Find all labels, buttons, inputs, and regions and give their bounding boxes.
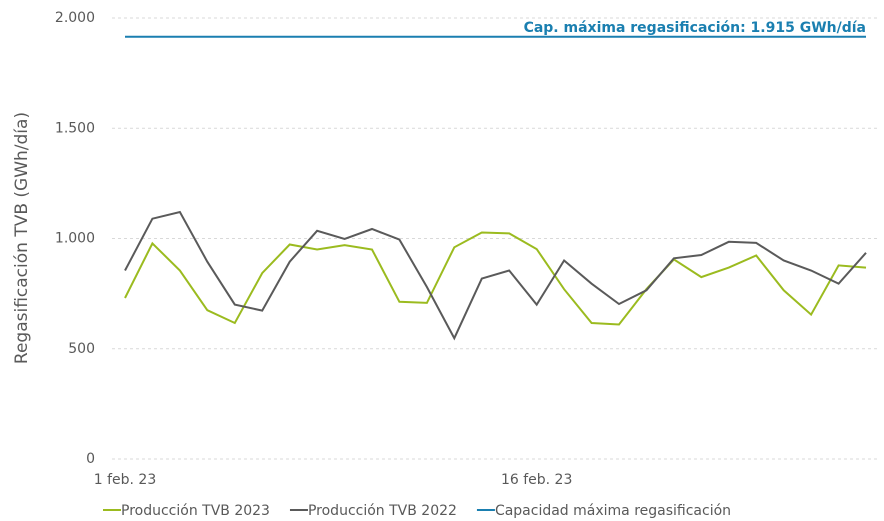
y-axis-label: Regasificación TVB (GWh/día): [12, 112, 32, 364]
y-tick-label: 1.000: [55, 231, 95, 247]
line-series: [124, 231, 867, 326]
y-tick-label: 2.000: [55, 10, 95, 26]
x-tick-label: 1 feb. 23: [94, 472, 157, 488]
legend-label: Capacidad máxima regasificación: [495, 503, 731, 519]
legend-label: Producción TVB 2023: [121, 503, 270, 519]
legend-label: Producción TVB 2022: [308, 503, 457, 519]
y-tick-label: 1.500: [55, 120, 95, 136]
annotation: Cap. máxima regasificación: 1.915 GWh/dí…: [524, 20, 866, 36]
y-tick-label: 500: [68, 341, 95, 357]
line-series: [124, 210, 867, 341]
x-tick-label: 16 feb. 23: [501, 472, 572, 488]
y-tick-label: 0: [86, 451, 95, 467]
